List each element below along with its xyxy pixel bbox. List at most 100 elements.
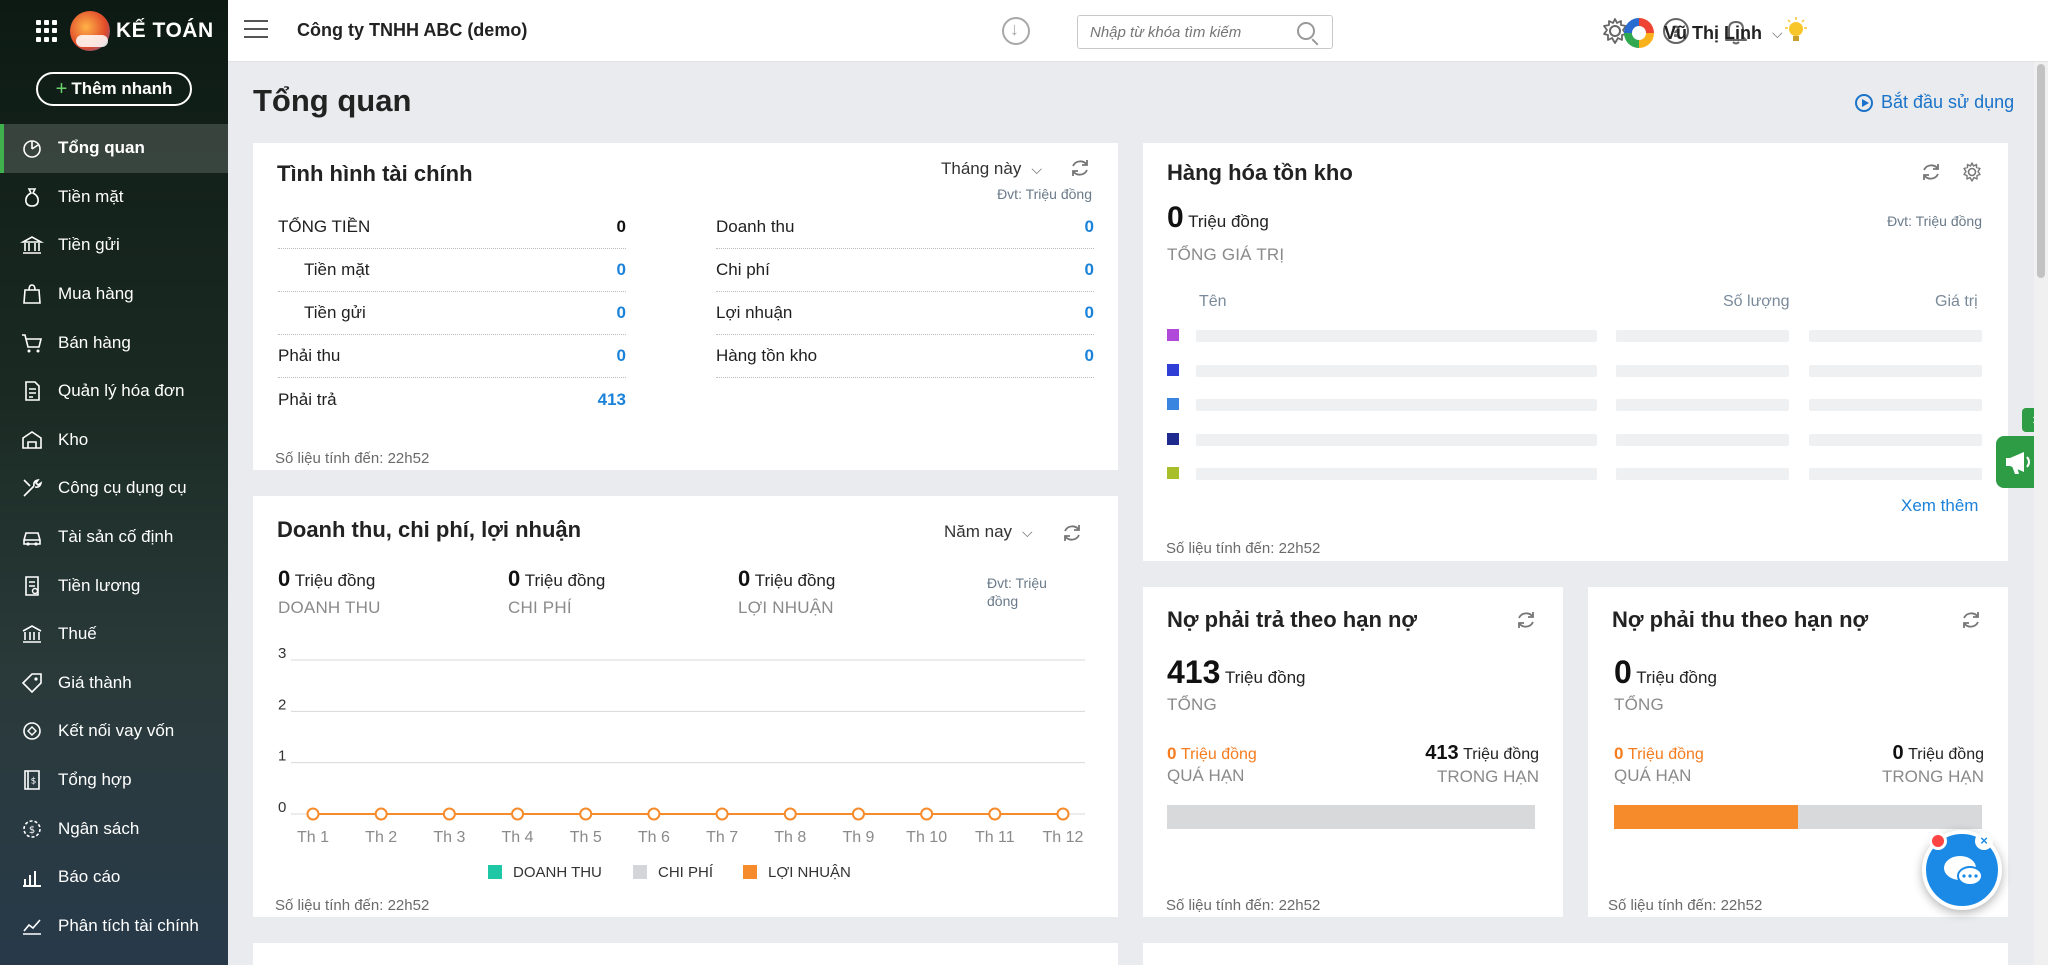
inventory-footnote: Số liệu tính đến: 22h52: [1166, 540, 1321, 557]
sidebar-item-15[interactable]: Báo cáo: [0, 853, 228, 902]
quick-add-button[interactable]: + Thêm nhanh: [36, 72, 192, 106]
gear-icon[interactable]: [1600, 16, 1630, 46]
inventory-card: Hàng hóa tồn kho 0 Triệu đồng TỔNG GIÁ T…: [1143, 143, 2008, 561]
notification-dot: [1929, 832, 1947, 850]
refresh-icon[interactable]: [1061, 522, 1083, 544]
payable-in-term: 413 Triệu đồng TRONG HẠN: [1425, 742, 1539, 787]
inventory-placeholder-bar: [1809, 364, 1982, 377]
chart-legend-label: DOANH THU: [513, 864, 602, 881]
sidebar-item-12[interactable]: Kết nối vay vốn: [0, 707, 228, 756]
finance-row[interactable]: Phải thu 0: [278, 335, 626, 378]
warehouse-icon: [22, 430, 42, 449]
chart-y-tick-label: 3: [278, 646, 286, 662]
svg-text:$: $: [29, 825, 35, 836]
revenue-stat: 0 Triệu đồng CHI PHÍ: [508, 566, 605, 618]
hamburger-menu-icon[interactable]: [244, 20, 268, 40]
payable-in-term-caption: TRONG HẠN: [1437, 767, 1539, 786]
finance-card: Tình hình tài chính Tháng này ⌵ Đvt: Tri…: [253, 143, 1118, 470]
finance-row-label: Chi phí: [716, 260, 770, 279]
sidebar-item-10[interactable]: Thuế: [0, 610, 228, 659]
chart-data-point: [511, 807, 525, 821]
chart-x-tick-label: Th 4: [502, 829, 534, 846]
plus-icon: +: [55, 77, 68, 100]
search-input[interactable]: [1077, 15, 1333, 49]
download-icon[interactable]: [1002, 17, 1030, 45]
sidebar-item-8[interactable]: Tài sản cố định: [0, 513, 228, 562]
finance-footnote: Số liệu tính đến: 22h52: [275, 450, 430, 467]
sidebar-item-3[interactable]: Mua hàng: [0, 270, 228, 319]
revenue-period-dropdown[interactable]: Năm nay ⌵: [944, 522, 1033, 542]
sidebar-item-13[interactable]: $ Tổng hợp: [0, 756, 228, 805]
inventory-placeholder-bar: [1616, 468, 1789, 480]
finance-row[interactable]: Tiền gửi 0: [278, 292, 626, 335]
finance-row-value: 0: [616, 260, 626, 279]
chart-data-point: [1056, 807, 1070, 821]
page-scrollbar[interactable]: [2034, 62, 2048, 965]
inventory-total-caption: TỔNG GIÁ TRỊ: [1167, 245, 1285, 264]
refresh-icon[interactable]: [1515, 609, 1537, 631]
sidebar-menu: Tổng quan Tiền mặt Tiền gửi Mua hàng Bán hàn…: [0, 124, 228, 950]
company-name[interactable]: Công ty TNHH ABC (demo): [297, 20, 528, 40]
sidebar-item-label: Giá thành: [58, 672, 132, 692]
see-more-link[interactable]: Xem thêm: [1901, 496, 1979, 515]
chart-x-tick-label: Th 1: [297, 829, 329, 846]
receivable-in-term-unit: Triệu đồng: [1908, 746, 1984, 763]
lightbulb-icon[interactable]: [1781, 16, 1811, 46]
cart-icon: [22, 333, 43, 353]
finance-row[interactable]: Tiền mặt 0: [278, 249, 626, 292]
inventory-col-qty: Số lượng: [1723, 293, 1790, 310]
chevron-down-icon: ⌵: [1022, 523, 1033, 540]
finance-period-dropdown[interactable]: Tháng này ⌵: [941, 159, 1042, 179]
sidebar-item-14[interactable]: $ Ngân sách: [0, 804, 228, 853]
sidebar-item-5[interactable]: Quản lý hóa đơn: [0, 367, 228, 416]
search-icon[interactable]: [1297, 22, 1315, 40]
sidebar-item-0[interactable]: Tổng quan: [0, 124, 228, 173]
finance-row[interactable]: Phải trả 413: [278, 378, 626, 421]
close-icon[interactable]: ×: [1975, 832, 1993, 850]
help-icon[interactable]: ?: [1661, 16, 1691, 46]
sidebar-item-9[interactable]: Tiền lương: [0, 561, 228, 610]
finance-row[interactable]: Doanh thu 0: [716, 206, 1094, 249]
chart-data-point: [306, 807, 320, 821]
chart-data-point: [851, 807, 865, 821]
logo[interactable]: KẾ TOÁN: [70, 11, 214, 51]
chart-y-tick-label: 1: [278, 748, 286, 765]
sidebar-item-1[interactable]: Tiền mặt: [0, 173, 228, 222]
scrollbar-thumb[interactable]: [2037, 64, 2045, 278]
sidebar-item-label: Kết nối vay vốn: [58, 721, 175, 741]
finance-row[interactable]: Hàng tồn kho 0: [716, 335, 1094, 378]
finance-row[interactable]: Lợi nhuận 0: [716, 292, 1094, 335]
start-using-link[interactable]: Bắt đầu sử dụng: [1855, 92, 2014, 113]
chart-data-point: [920, 807, 934, 821]
chart-x-tick-label: Th 8: [774, 829, 806, 846]
sidebar-item-11[interactable]: Giá thành: [0, 659, 228, 708]
refresh-icon[interactable]: [1960, 609, 1982, 631]
chart-x-tick-label: Th 11: [975, 829, 1015, 846]
refresh-icon[interactable]: [1920, 161, 1942, 183]
payable-in-term-value: 413: [1425, 742, 1459, 764]
payable-overdue-value: 0: [1167, 744, 1177, 763]
sidebar-item-7[interactable]: Công cụ dụng cụ: [0, 464, 228, 513]
chevron-down-icon: ⌵: [1031, 160, 1042, 177]
app-grid-icon[interactable]: [36, 20, 58, 42]
sidebar-item-4[interactable]: Bán hàng: [0, 318, 228, 367]
refresh-icon[interactable]: [1069, 157, 1091, 179]
inventory-placeholder-bar: [1616, 330, 1789, 342]
sidebar-item-16[interactable]: Phân tích tài chính: [0, 902, 228, 951]
user-menu[interactable]: Vũ Thị Linh ⌵: [1624, 18, 1783, 48]
payable-in-term-unit: Triệu đồng: [1463, 746, 1539, 763]
budget-icon: $: [23, 819, 41, 838]
finance-row[interactable]: TỔNG TIỀN 0: [278, 206, 626, 249]
sidebar-item-6[interactable]: Kho: [0, 416, 228, 465]
finance-row-value: 0: [1084, 260, 1094, 279]
receivable-overdue-value: 0: [1614, 744, 1624, 763]
inventory-swatch: [1167, 467, 1179, 479]
payable-title: Nợ phải trả theo hạn nợ: [1167, 607, 1418, 632]
finance-row[interactable]: Chi phí 0: [716, 249, 1094, 292]
bell-icon[interactable]: [1721, 16, 1751, 46]
revenue-stat-caption: CHI PHÍ: [508, 598, 572, 617]
gear-icon[interactable]: [1961, 161, 1983, 183]
chart-legend-label: CHI PHÍ: [658, 864, 714, 881]
sidebar-item-2[interactable]: Tiền gửi: [0, 221, 228, 270]
finance-row-value: 0: [1084, 303, 1094, 322]
